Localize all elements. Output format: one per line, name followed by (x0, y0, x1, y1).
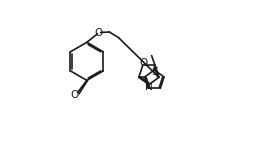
Text: S: S (151, 67, 158, 77)
Text: O: O (70, 91, 78, 100)
Text: N: N (145, 82, 153, 92)
Text: O: O (139, 58, 147, 68)
Text: O: O (95, 28, 103, 38)
